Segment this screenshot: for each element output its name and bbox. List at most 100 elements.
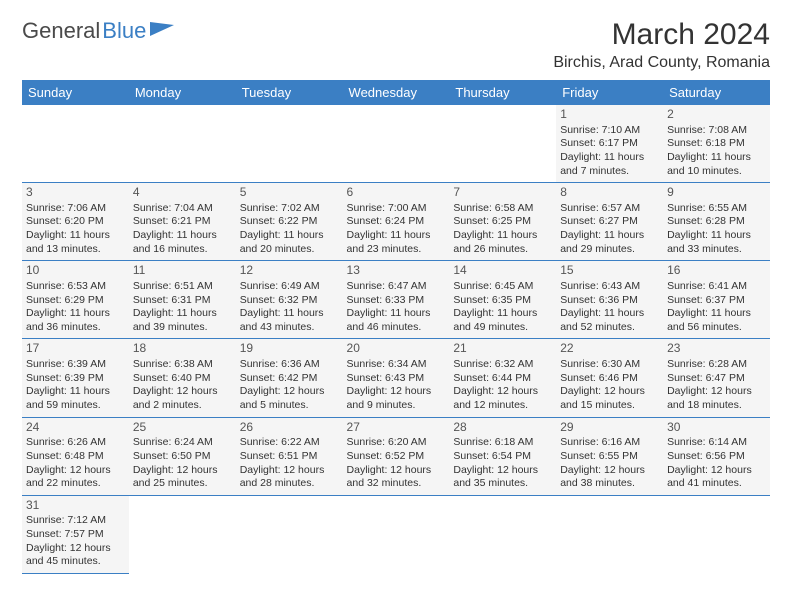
calendar-cell: 20Sunrise: 6:34 AMSunset: 6:43 PMDayligh…	[343, 339, 450, 417]
daylight-text: Daylight: 11 hours and 13 minutes.	[26, 229, 125, 256]
day-number: 27	[347, 420, 446, 436]
dayname-header: Friday	[556, 80, 663, 105]
day-number: 26	[240, 420, 339, 436]
sunrise-text: Sunrise: 6:41 AM	[667, 280, 766, 294]
sunrise-text: Sunrise: 6:34 AM	[347, 358, 446, 372]
title-block: March 2024 Birchis, Arad County, Romania	[553, 18, 770, 72]
calendar-cell: 10Sunrise: 6:53 AMSunset: 6:29 PMDayligh…	[22, 261, 129, 339]
dayname-header: Thursday	[449, 80, 556, 105]
calendar-cell	[556, 495, 663, 573]
calendar-cell: 15Sunrise: 6:43 AMSunset: 6:36 PMDayligh…	[556, 261, 663, 339]
day-number: 29	[560, 420, 659, 436]
calendar-cell	[663, 495, 770, 573]
calendar-cell: 5Sunrise: 7:02 AMSunset: 6:22 PMDaylight…	[236, 183, 343, 261]
calendar-table: SundayMondayTuesdayWednesdayThursdayFrid…	[22, 80, 770, 574]
sunrise-text: Sunrise: 6:47 AM	[347, 280, 446, 294]
daylight-text: Daylight: 12 hours and 38 minutes.	[560, 464, 659, 491]
calendar-cell	[449, 105, 556, 183]
sunset-text: Sunset: 6:25 PM	[453, 215, 552, 229]
calendar-cell	[343, 105, 450, 183]
calendar-cell	[22, 105, 129, 183]
sunrise-text: Sunrise: 6:58 AM	[453, 202, 552, 216]
calendar-cell: 24Sunrise: 6:26 AMSunset: 6:48 PMDayligh…	[22, 417, 129, 495]
calendar-cell	[129, 105, 236, 183]
daylight-text: Daylight: 11 hours and 23 minutes.	[347, 229, 446, 256]
sunrise-text: Sunrise: 7:12 AM	[26, 514, 125, 528]
sunrise-text: Sunrise: 6:20 AM	[347, 436, 446, 450]
sunrise-text: Sunrise: 6:43 AM	[560, 280, 659, 294]
calendar-cell: 7Sunrise: 6:58 AMSunset: 6:25 PMDaylight…	[449, 183, 556, 261]
daylight-text: Daylight: 11 hours and 36 minutes.	[26, 307, 125, 334]
day-number: 7	[453, 185, 552, 201]
sunset-text: Sunset: 6:28 PM	[667, 215, 766, 229]
sunset-text: Sunset: 6:35 PM	[453, 294, 552, 308]
day-number: 22	[560, 341, 659, 357]
sunrise-text: Sunrise: 7:02 AM	[240, 202, 339, 216]
day-number: 5	[240, 185, 339, 201]
daylight-text: Daylight: 12 hours and 2 minutes.	[133, 385, 232, 412]
logo-text-1: General	[22, 18, 100, 44]
daylight-text: Daylight: 11 hours and 20 minutes.	[240, 229, 339, 256]
day-number: 20	[347, 341, 446, 357]
daylight-text: Daylight: 12 hours and 32 minutes.	[347, 464, 446, 491]
sunset-text: Sunset: 6:18 PM	[667, 137, 766, 151]
sunset-text: Sunset: 6:55 PM	[560, 450, 659, 464]
daylight-text: Daylight: 12 hours and 18 minutes.	[667, 385, 766, 412]
calendar-cell: 28Sunrise: 6:18 AMSunset: 6:54 PMDayligh…	[449, 417, 556, 495]
calendar-cell: 9Sunrise: 6:55 AMSunset: 6:28 PMDaylight…	[663, 183, 770, 261]
sunset-text: Sunset: 6:42 PM	[240, 372, 339, 386]
daylight-text: Daylight: 11 hours and 29 minutes.	[560, 229, 659, 256]
day-number: 30	[667, 420, 766, 436]
day-number: 10	[26, 263, 125, 279]
daylight-text: Daylight: 11 hours and 39 minutes.	[133, 307, 232, 334]
sunset-text: Sunset: 6:31 PM	[133, 294, 232, 308]
sunset-text: Sunset: 6:43 PM	[347, 372, 446, 386]
calendar-cell: 22Sunrise: 6:30 AMSunset: 6:46 PMDayligh…	[556, 339, 663, 417]
sunset-text: Sunset: 6:32 PM	[240, 294, 339, 308]
day-number: 13	[347, 263, 446, 279]
calendar-cell: 18Sunrise: 6:38 AMSunset: 6:40 PMDayligh…	[129, 339, 236, 417]
day-number: 21	[453, 341, 552, 357]
day-number: 18	[133, 341, 232, 357]
header: GeneralBlue March 2024 Birchis, Arad Cou…	[22, 18, 770, 72]
day-number: 12	[240, 263, 339, 279]
sunset-text: Sunset: 6:24 PM	[347, 215, 446, 229]
daylight-text: Daylight: 12 hours and 22 minutes.	[26, 464, 125, 491]
flag-icon	[150, 18, 174, 44]
calendar-cell: 1Sunrise: 7:10 AMSunset: 6:17 PMDaylight…	[556, 105, 663, 183]
sunset-text: Sunset: 6:20 PM	[26, 215, 125, 229]
daylight-text: Daylight: 11 hours and 7 minutes.	[560, 151, 659, 178]
day-number: 25	[133, 420, 232, 436]
calendar-cell: 29Sunrise: 6:16 AMSunset: 6:55 PMDayligh…	[556, 417, 663, 495]
sunrise-text: Sunrise: 6:18 AM	[453, 436, 552, 450]
daylight-text: Daylight: 12 hours and 15 minutes.	[560, 385, 659, 412]
calendar-cell: 26Sunrise: 6:22 AMSunset: 6:51 PMDayligh…	[236, 417, 343, 495]
sunset-text: Sunset: 6:36 PM	[560, 294, 659, 308]
sunrise-text: Sunrise: 6:14 AM	[667, 436, 766, 450]
location: Birchis, Arad County, Romania	[553, 54, 770, 72]
sunrise-text: Sunrise: 7:10 AM	[560, 124, 659, 138]
calendar-cell: 17Sunrise: 6:39 AMSunset: 6:39 PMDayligh…	[22, 339, 129, 417]
daylight-text: Daylight: 12 hours and 35 minutes.	[453, 464, 552, 491]
day-number: 28	[453, 420, 552, 436]
calendar-cell: 13Sunrise: 6:47 AMSunset: 6:33 PMDayligh…	[343, 261, 450, 339]
daylight-text: Daylight: 12 hours and 12 minutes.	[453, 385, 552, 412]
sunrise-text: Sunrise: 6:16 AM	[560, 436, 659, 450]
day-number: 6	[347, 185, 446, 201]
day-number: 31	[26, 498, 125, 514]
sunrise-text: Sunrise: 7:04 AM	[133, 202, 232, 216]
daylight-text: Daylight: 11 hours and 43 minutes.	[240, 307, 339, 334]
day-number: 19	[240, 341, 339, 357]
daylight-text: Daylight: 11 hours and 10 minutes.	[667, 151, 766, 178]
daylight-text: Daylight: 11 hours and 56 minutes.	[667, 307, 766, 334]
calendar-cell: 6Sunrise: 7:00 AMSunset: 6:24 PMDaylight…	[343, 183, 450, 261]
month-title: March 2024	[553, 18, 770, 52]
calendar-cell: 14Sunrise: 6:45 AMSunset: 6:35 PMDayligh…	[449, 261, 556, 339]
daylight-text: Daylight: 11 hours and 26 minutes.	[453, 229, 552, 256]
calendar-cell	[236, 105, 343, 183]
calendar-cell: 19Sunrise: 6:36 AMSunset: 6:42 PMDayligh…	[236, 339, 343, 417]
sunset-text: Sunset: 6:37 PM	[667, 294, 766, 308]
calendar-cell: 11Sunrise: 6:51 AMSunset: 6:31 PMDayligh…	[129, 261, 236, 339]
daylight-text: Daylight: 11 hours and 52 minutes.	[560, 307, 659, 334]
daylight-text: Daylight: 12 hours and 25 minutes.	[133, 464, 232, 491]
